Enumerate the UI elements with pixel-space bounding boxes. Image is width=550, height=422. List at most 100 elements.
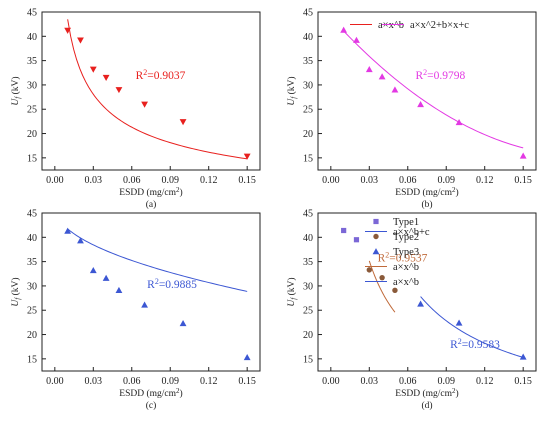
y-tick-label: 15 — [303, 153, 313, 164]
data-point — [353, 36, 360, 43]
y-tick-label: 15 — [27, 153, 37, 164]
r2-label: R2=0.9885 — [147, 277, 197, 291]
legend-marker-swatch — [372, 248, 380, 255]
legend-label: a×x^b — [378, 20, 404, 31]
y-tick-label: 15 — [27, 354, 37, 365]
x-tick-label: 0.12 — [476, 175, 494, 186]
y-tick-label: 30 — [27, 80, 37, 91]
legend-marker-swatch — [373, 233, 379, 240]
chart-panel-b: 0.00 0.03 0.06 0.09 0.12 0.15 15 20 25 30 35 40 45 ES… — [286, 8, 537, 210]
y-tick-label: 25 — [303, 105, 313, 116]
data-point — [341, 227, 347, 234]
x-tick-label: 0.03 — [361, 376, 379, 387]
plot-frame — [317, 11, 537, 171]
plot-frame — [41, 212, 261, 372]
y-axis-label: Uf (kV) — [10, 277, 22, 306]
y-tick-label: 45 — [27, 8, 37, 19]
data-point — [379, 274, 385, 281]
x-tick-label: 0.12 — [200, 376, 218, 387]
legend-label: a×x^b — [393, 262, 419, 273]
y-tick-label: 25 — [303, 306, 313, 317]
x-tick-label: 0.15 — [514, 376, 532, 387]
chart-panel-d: 0.00 0.03 0.06 0.09 0.12 0.15 15 20 25 30 35 40 45 ES… — [286, 209, 537, 411]
data-point — [115, 286, 123, 294]
x-tick-label: 0.12 — [476, 376, 494, 387]
y-tick-label: 20 — [27, 330, 37, 341]
x-tick-label: 0.09 — [437, 376, 455, 387]
data-point — [519, 152, 527, 159]
x-tick-label: 0.15 — [238, 376, 256, 387]
x-axis-label: ESDD (mg/cm2) — [395, 387, 458, 399]
chart-panel-a: 0.00 0.03 0.06 0.09 0.12 0.15 15 20 25 30 35 40 45 ES… — [10, 8, 404, 211]
x-tick-label: 0.09 — [161, 175, 179, 186]
fit-curve — [67, 19, 248, 160]
x-tick-label: 0.12 — [200, 175, 218, 186]
x-axis-label: ESDD (mg/cm2) — [119, 186, 182, 198]
data-point — [417, 300, 424, 307]
fit-curve — [343, 30, 524, 149]
data-point — [115, 87, 123, 94]
data-point — [392, 287, 398, 293]
data-point — [64, 227, 72, 234]
data-point — [179, 319, 187, 327]
x-tick-label: 0.03 — [85, 175, 103, 186]
x-axis-label: ESDD (mg/cm2) — [395, 186, 458, 198]
y-tick-label: 20 — [27, 129, 37, 140]
data-point — [243, 353, 251, 361]
data-point — [455, 118, 463, 126]
y-tick-label: 45 — [303, 8, 313, 19]
data-point — [102, 274, 110, 281]
data-point — [89, 66, 97, 73]
x-tick-label: 0.06 — [399, 175, 417, 186]
y-tick-label: 45 — [27, 209, 37, 220]
data-point — [179, 119, 187, 126]
y-axis-label: Uf (kV) — [286, 277, 298, 306]
data-point — [77, 237, 84, 244]
y-tick-label: 40 — [27, 233, 37, 244]
x-tick-label: 0.06 — [399, 376, 417, 387]
y-tick-label: 35 — [27, 257, 37, 268]
y-tick-label: 25 — [27, 105, 37, 116]
data-point — [455, 319, 463, 326]
y-tick-label: 20 — [303, 129, 313, 140]
legend-label: Type3 — [393, 247, 419, 258]
panel-label: (d) — [421, 400, 432, 411]
data-point — [391, 86, 399, 93]
data-point — [141, 301, 148, 308]
fit-curve — [420, 296, 524, 358]
r2-label: R2=0.9798 — [415, 68, 465, 82]
y-tick-label: 30 — [303, 80, 313, 91]
x-tick-label: 0.06 — [123, 175, 141, 186]
legend-label: a×x^2+b×x+c — [410, 20, 469, 31]
x-tick-label: 0.15 — [514, 175, 532, 186]
legend-marker-swatch — [373, 218, 379, 225]
y-tick-label: 45 — [303, 209, 313, 220]
legend-label: Type2 — [393, 232, 419, 243]
y-tick-label: 40 — [27, 32, 37, 43]
y-tick-label: 15 — [303, 354, 313, 365]
legend-label: a×x^b+c — [393, 227, 430, 238]
fit-curve — [67, 228, 248, 292]
data-point — [340, 26, 348, 33]
data-point — [243, 153, 251, 160]
x-tick-label: 0.00 — [322, 175, 340, 186]
r2-label: R2=0.9537 — [378, 251, 428, 265]
data-point — [366, 267, 372, 273]
y-tick-label: 30 — [27, 281, 37, 292]
data-point — [353, 237, 360, 243]
data-point — [102, 74, 110, 82]
y-tick-label: 40 — [303, 233, 313, 244]
legend-label: Type1 — [393, 217, 419, 228]
y-axis-label: Uf (kV) — [10, 76, 22, 105]
chart-panel-c: 0.00 0.03 0.06 0.09 0.12 0.15 15 20 25 30 35 40 45 ES… — [10, 209, 430, 412]
x-axis-label: ESDD (mg/cm2) — [119, 387, 182, 399]
y-tick-label: 40 — [303, 32, 313, 43]
y-tick-label: 35 — [303, 257, 313, 268]
x-tick-label: 0.09 — [161, 376, 179, 387]
y-tick-label: 35 — [27, 56, 37, 67]
plot-frame — [317, 212, 537, 372]
panel-label: (a) — [146, 199, 157, 210]
x-tick-label: 0.09 — [437, 175, 455, 186]
r2-label: R2=0.9583 — [450, 337, 500, 351]
